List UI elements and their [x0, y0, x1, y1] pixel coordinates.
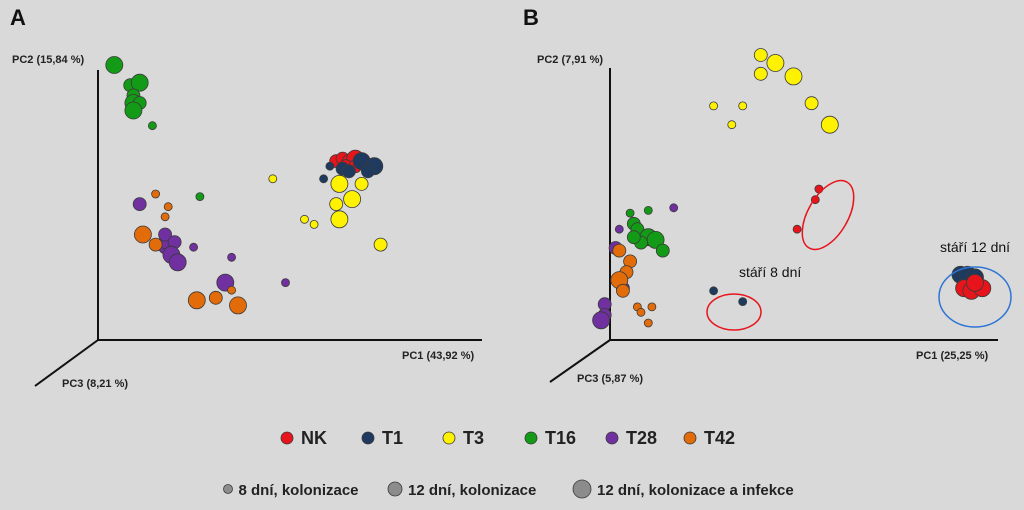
point-b-t1-13: [738, 297, 748, 307]
point-b-t3-1: [766, 54, 785, 72]
point-a-t3-27: [300, 214, 309, 224]
legend-label-t16: T16: [545, 428, 576, 448]
point-b-t42-41: [616, 283, 630, 298]
annotation-ellipse-12-days: [938, 266, 1012, 328]
legend-groups: NK T1 T3 T16 T28 T42: [280, 428, 735, 448]
legend-sizes: 8 dní, kolonizace 12 dní, kolonizace 12 dn…: [223, 479, 794, 499]
point-b-t42-37: [612, 243, 627, 258]
panel-a-letter: A: [10, 5, 26, 30]
point-b-t42-43: [647, 302, 657, 312]
panel-a-x-label: PC1 (43,92 %): [402, 350, 474, 362]
panel-a-points: [105, 56, 388, 315]
point-a-t28-31: [132, 197, 147, 212]
point-a-t42-43: [163, 202, 173, 212]
point-b-t28-36: [592, 311, 610, 330]
point-b-t42-45: [636, 307, 646, 317]
legend-size-marker-2: [572, 479, 592, 499]
panel-b: B PC2 (7,91 %) PC1 (25,25 %) PC3 (5,87 %…: [523, 5, 1012, 385]
legend-marker-t16: [524, 431, 538, 445]
point-b-t16-27: [655, 243, 670, 258]
annotation-ellipse-8-days-upper: [801, 179, 855, 251]
point-b-t3-0: [753, 48, 768, 62]
legend-label-t3: T3: [463, 428, 484, 448]
point-a-t28-39: [227, 252, 237, 262]
point-a-t3-26: [329, 197, 344, 212]
legend-marker-nk: [280, 431, 294, 445]
point-b-t3-5: [738, 101, 748, 111]
point-a-t3-23: [330, 174, 349, 193]
point-a-t28-41: [281, 278, 290, 288]
point-a-t42-49: [229, 296, 247, 315]
legend-marker-t28: [605, 431, 619, 445]
panel-b-points: [592, 48, 992, 330]
legend-marker-t3: [442, 431, 456, 445]
point-a-t42-42: [151, 189, 161, 199]
point-a-t3-29: [330, 210, 349, 229]
point-b-t42-44: [643, 318, 653, 328]
legend-label-nk: NK: [301, 428, 327, 448]
legend-size-marker-0: [223, 484, 233, 494]
point-a-t3-28: [309, 219, 319, 229]
panel-a-z-label: PC3 (8,21 %): [62, 378, 128, 390]
annotation-8-days: stáří 8 dní: [739, 264, 801, 280]
point-b-nk-20: [966, 273, 984, 292]
point-a-t16-0: [105, 56, 124, 74]
point-a-t3-22: [268, 174, 278, 184]
point-b-t3-4: [709, 101, 718, 111]
point-a-t3-25: [343, 190, 362, 209]
point-a-t42-45: [133, 225, 152, 244]
legend-label-t28: T28: [626, 428, 657, 448]
panel-b-letter: B: [523, 5, 539, 30]
point-b-t1-12: [709, 286, 718, 296]
legend-label-t42: T42: [704, 428, 735, 448]
annotation-ellipse-8-days-lower: [706, 293, 762, 331]
point-a-t42-47: [187, 291, 206, 310]
point-a-t42-50: [227, 285, 237, 295]
panel-a-y-label: PC2 (15,84 %): [12, 54, 84, 66]
panel-a-z-axis: [34, 339, 99, 387]
point-a-t16-6: [124, 101, 143, 120]
panel-b-z-axis: [549, 339, 611, 383]
panel-b-y-label: PC2 (7,91 %): [537, 54, 603, 66]
point-a-t42-48: [208, 290, 223, 305]
legend-size-label-2: 12 dní, kolonizace a infekce: [597, 482, 794, 499]
point-a-t3-24: [354, 176, 369, 191]
point-b-nk-11: [792, 224, 802, 234]
panel-b-z-label: PC3 (5,87 %): [577, 373, 643, 385]
panel-b-x-label: PC1 (25,25 %): [916, 350, 988, 362]
point-a-t28-37: [168, 253, 187, 272]
point-b-t28-31: [614, 224, 624, 234]
point-b-t3-3: [784, 67, 803, 86]
point-b-t3-6: [804, 96, 819, 111]
legend-size-label-1: 12 dní, kolonizace: [408, 482, 536, 499]
point-a-t16-2: [130, 73, 149, 92]
point-a-t16-8: [195, 192, 205, 202]
point-b-t28-30: [669, 203, 679, 213]
point-a-t1-21: [360, 164, 375, 179]
point-b-t3-7: [727, 120, 737, 130]
point-a-t1-18: [325, 161, 335, 171]
point-a-t1-19: [319, 174, 329, 184]
point-a-t28-34: [158, 227, 173, 242]
legend-marker-t42: [683, 431, 697, 445]
point-a-t42-46: [148, 237, 163, 252]
legend-label-t1: T1: [382, 428, 403, 448]
point-b-t3-2: [753, 66, 768, 81]
legend-size-marker-1: [387, 481, 403, 497]
point-a-t42-44: [160, 212, 170, 222]
legend-marker-t1: [361, 431, 375, 445]
point-b-nk-9: [814, 184, 824, 194]
point-a-t3-30: [373, 237, 388, 252]
panel-a: A PC2 (15,84 %) PC1 (43,92 %) PC3 (8,21 …: [10, 5, 482, 390]
point-b-t16-22: [625, 208, 635, 218]
legend-size-label-0: 8 dní, kolonizace: [239, 482, 359, 499]
point-b-t16-29: [626, 230, 641, 245]
point-a-t28-38: [189, 242, 199, 252]
annotation-12-days: stáří 12 dní: [940, 239, 1010, 255]
point-a-t16-7: [147, 121, 157, 131]
point-a-t1-17: [341, 164, 356, 179]
point-b-t3-8: [820, 115, 839, 134]
point-b-t16-21: [643, 205, 653, 215]
